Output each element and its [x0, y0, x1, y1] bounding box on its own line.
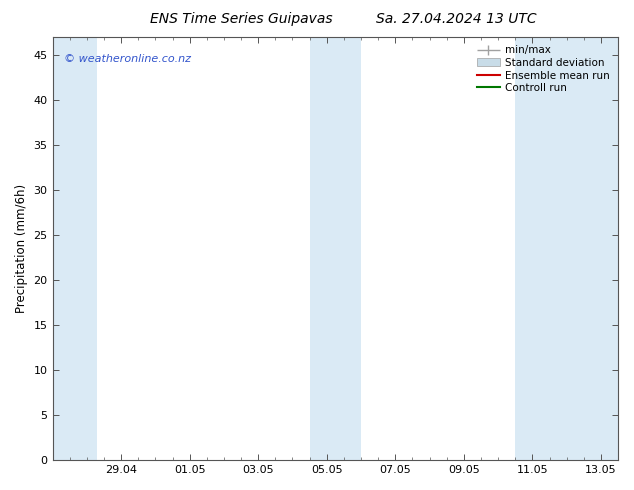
Text: Sa. 27.04.2024 13 UTC: Sa. 27.04.2024 13 UTC [376, 12, 537, 26]
Text: ENS Time Series Guipavas: ENS Time Series Guipavas [150, 12, 332, 26]
Legend: min/max, Standard deviation, Ensemble mean run, Controll run: min/max, Standard deviation, Ensemble me… [474, 42, 613, 97]
Bar [515, 37, 618, 460]
Text: © weatheronline.co.nz: © weatheronline.co.nz [64, 54, 191, 64]
Bar [309, 37, 361, 460]
Y-axis label: Precipitation (mm/6h): Precipitation (mm/6h) [15, 184, 28, 313]
Bar [53, 37, 97, 460]
